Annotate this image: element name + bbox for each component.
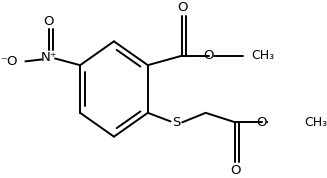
Text: ⁻O: ⁻O [0, 55, 18, 68]
Text: O: O [257, 116, 267, 129]
Text: CH₃: CH₃ [251, 49, 274, 62]
Text: O: O [230, 164, 241, 177]
Text: O: O [177, 1, 187, 14]
Text: N⁺: N⁺ [41, 51, 57, 64]
Text: O: O [203, 49, 214, 62]
Text: S: S [172, 116, 180, 129]
Text: CH₃: CH₃ [304, 116, 327, 129]
Text: O: O [43, 15, 54, 28]
